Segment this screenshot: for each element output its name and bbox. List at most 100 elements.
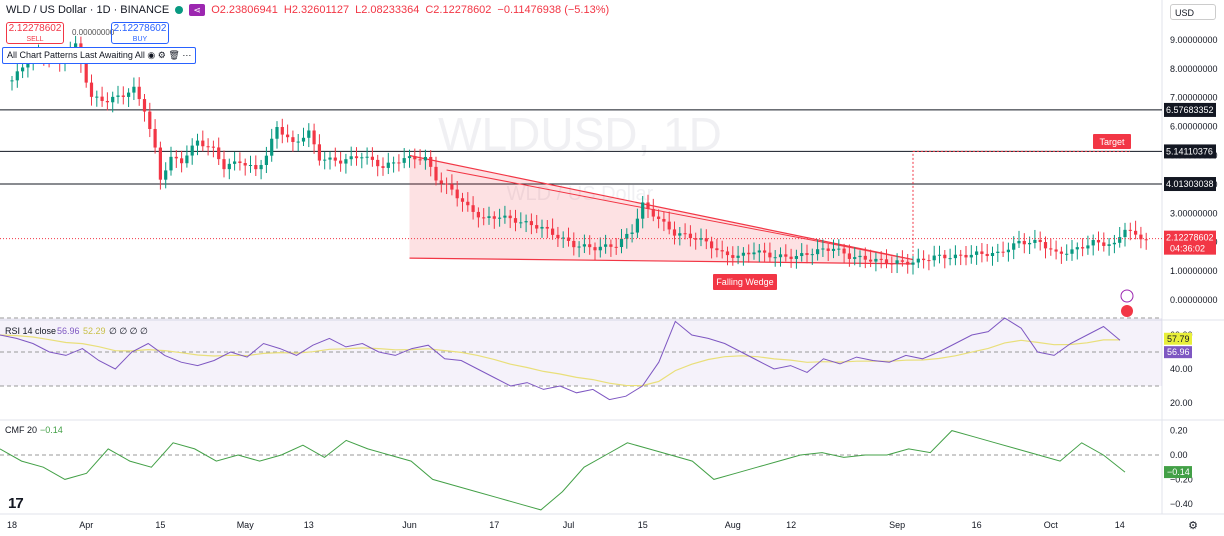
candle-body [370, 156, 374, 160]
candle-body [503, 215, 507, 218]
candle-body [741, 252, 745, 256]
candle-body [471, 205, 475, 212]
candle-body [1017, 240, 1021, 244]
candle-body [1038, 239, 1042, 243]
price-tick-label: 0.00000000 [1170, 295, 1218, 305]
candle-body [551, 228, 555, 235]
candle-body [699, 238, 703, 240]
rsi-value: 56.96 [57, 326, 80, 336]
cmf-line [0, 430, 1126, 511]
time-tick-label: 14 [1115, 520, 1125, 530]
share-icon[interactable]: ⋖ [189, 4, 206, 16]
candle-body [1049, 248, 1053, 250]
candle-body [195, 140, 200, 146]
candle-body [455, 189, 459, 199]
candle-body [667, 221, 671, 230]
candle-body [185, 155, 189, 164]
cmf-tick-label: 0.20 [1170, 426, 1188, 436]
candle-body [821, 248, 825, 250]
candle-body [561, 237, 565, 239]
price-tick-label: 7.00000000 [1170, 93, 1218, 103]
candle-body [906, 261, 910, 265]
candle-body [116, 95, 120, 97]
candle-body [1139, 234, 1143, 240]
candle-body [911, 262, 915, 265]
candle-body [270, 138, 274, 156]
candle-body [1081, 247, 1085, 249]
candle-body [715, 248, 719, 251]
candle-body [996, 251, 1000, 253]
candle-body [476, 211, 480, 218]
candle-body [392, 162, 396, 164]
candle-body [1096, 240, 1101, 243]
time-tick-label: 13 [304, 520, 314, 530]
settings-icon[interactable]: ⚙ [157, 50, 166, 60]
candle-body [100, 96, 104, 101]
candle-body [482, 217, 486, 219]
candle-body [190, 145, 194, 156]
candle-body [291, 137, 295, 142]
candle-body [1043, 242, 1048, 249]
candle-body [810, 254, 814, 256]
candle-body [858, 255, 862, 258]
candle-body [694, 238, 698, 240]
candle-body [360, 157, 364, 159]
candle-body [816, 249, 820, 255]
trash-icon[interactable]: 🗑 [168, 50, 180, 60]
candle-body [142, 99, 147, 112]
candle-body [757, 250, 761, 253]
candle-body [922, 258, 926, 261]
rsi-badge [1164, 346, 1192, 359]
candle-body [890, 263, 894, 265]
candle-body [884, 259, 889, 264]
market-status-icon [175, 6, 184, 14]
candle-body [1033, 239, 1037, 243]
candle-body [943, 254, 947, 259]
symbol-title[interactable]: WLD / US Dollar · 1D · BINANCE [6, 4, 170, 16]
wedge-lower-line [409, 257, 914, 265]
tradingview-logo-icon: 17 [8, 495, 24, 512]
candle-body [752, 252, 756, 255]
price-tick-label: 6.00000000 [1170, 122, 1218, 132]
rsi-tick-label: 20.00 [1170, 398, 1193, 408]
candle-body [344, 159, 348, 164]
candle-body [916, 258, 920, 263]
candle-body [773, 257, 777, 259]
candle-body [1001, 251, 1005, 253]
sell-button[interactable]: 2.12278602 SELL [6, 22, 64, 44]
rsi-label: RSI 14 close [5, 326, 56, 336]
price-tick-label: 8.00000000 [1170, 64, 1218, 74]
candle-body [869, 259, 873, 262]
candle-body [959, 254, 963, 256]
rsi-ma-line [0, 334, 1120, 387]
candle-body [609, 244, 613, 247]
candle-body [169, 156, 173, 171]
buy-button[interactable]: 2.12278602 BUY [111, 22, 169, 44]
target-badge [1093, 134, 1131, 149]
candle-body [794, 256, 798, 259]
candle-body [275, 127, 279, 139]
candle-body [492, 216, 496, 219]
currency-select[interactable]: USD [1170, 4, 1216, 20]
chart-patterns-indicator[interactable]: All Chart Patterns Last Awaiting All ◉ ⚙… [2, 47, 197, 64]
candle-body [990, 252, 995, 257]
time-tick-label: May [237, 520, 255, 530]
candle-body [688, 233, 692, 239]
candle-body [498, 217, 502, 219]
settings-gear-icon[interactable]: ⚙ [1188, 520, 1198, 532]
time-tick-label: Jun [402, 520, 417, 530]
candle-body [238, 161, 242, 164]
candle-body [10, 80, 14, 82]
candle-body [376, 159, 380, 167]
time-tick-label: 17 [489, 520, 499, 530]
time-tick-label: Oct [1044, 520, 1059, 530]
candle-body [264, 155, 268, 165]
candle-body [508, 215, 512, 219]
candle-body [174, 156, 178, 159]
candle-body [953, 254, 957, 259]
eye-icon[interactable]: ◉ [147, 50, 156, 60]
more-icon[interactable]: ⋯ [182, 50, 192, 60]
candle-body [328, 157, 332, 160]
candle-body [593, 247, 597, 251]
